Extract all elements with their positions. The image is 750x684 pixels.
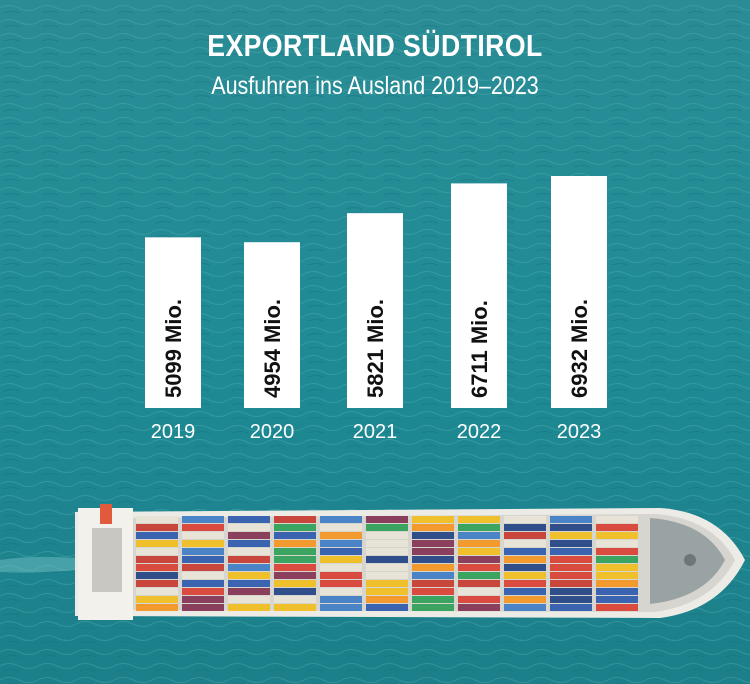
value-label-2020: 4954 Mio.	[260, 299, 285, 398]
bar-2023	[551, 176, 607, 408]
x-tick-label-2023: 2023	[557, 421, 602, 443]
value-label-2019: 5099 Mio.	[161, 299, 186, 398]
bar-2022	[451, 183, 507, 408]
x-tick-label-2022: 2022	[457, 421, 502, 443]
chart-title: EXPORTLAND SÜDTIROL	[207, 28, 543, 63]
chart-subtitle: Ausfuhren ins Ausland 2019–2023	[211, 72, 539, 100]
x-tick-label-2021: 2021	[353, 421, 398, 443]
bar-chart: 5099 Mio. 2019 4954 Mio. 2020 5821 Mio. 2021 6…	[145, 176, 607, 443]
container-ship	[0, 504, 745, 620]
value-label-2021: 5821 Mio.	[363, 299, 388, 398]
x-tick-label-2019: 2019	[151, 421, 196, 443]
bar-2020	[244, 242, 300, 408]
x-tick-label-2020: 2020	[250, 421, 295, 443]
bar-2019	[145, 237, 201, 408]
value-label-2022: 6711 Mio.	[467, 300, 492, 398]
bar-2021	[347, 213, 403, 408]
value-label-2023: 6932 Mio.	[567, 299, 592, 398]
